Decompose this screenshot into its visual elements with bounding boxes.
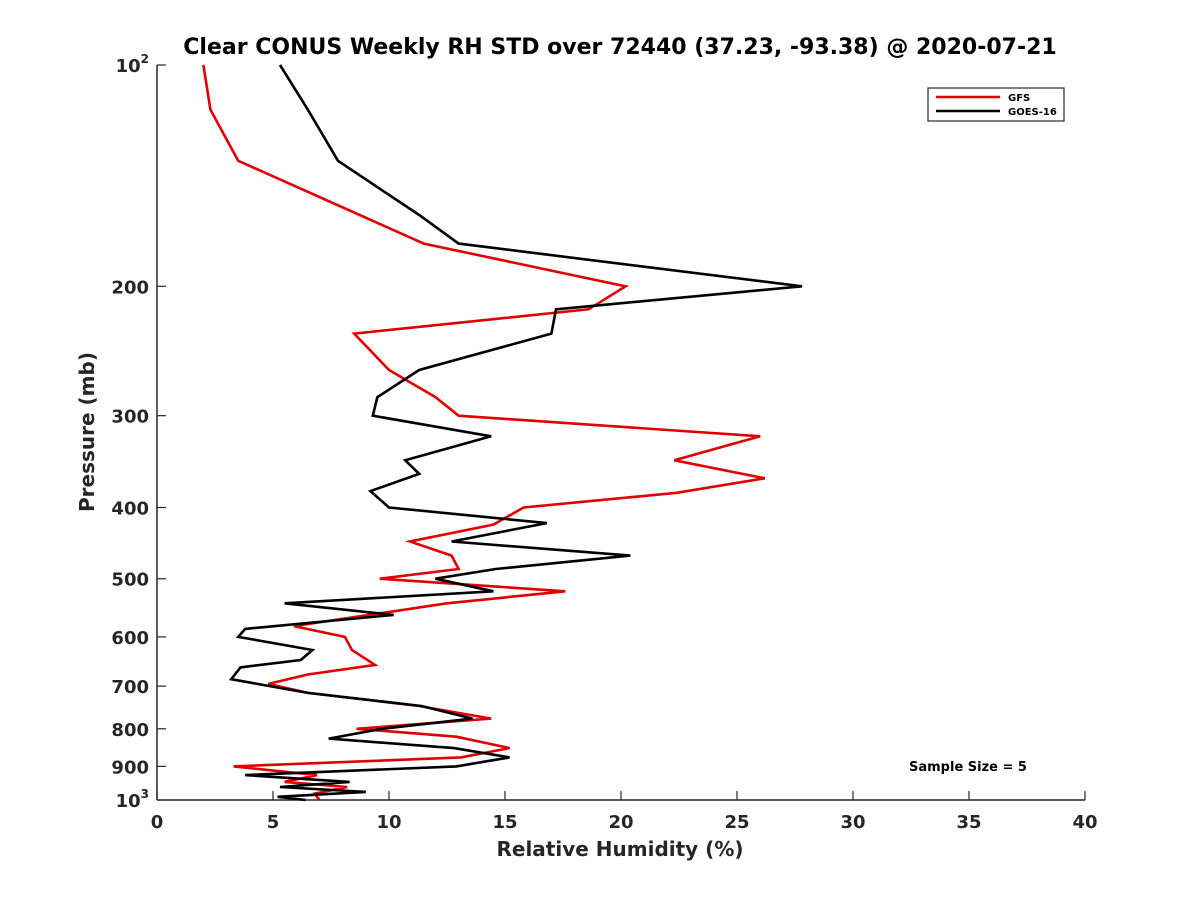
x-tick-label: 0 <box>151 812 164 833</box>
chart-title: Clear CONUS Weekly RH STD over 72440 (37… <box>183 35 1056 60</box>
y-tick-label: 103 <box>116 787 149 812</box>
x-tick-label: 15 <box>492 812 517 833</box>
legend-label: GOES-16 <box>1008 107 1057 118</box>
x-tick-label: 30 <box>840 812 865 833</box>
legend-box <box>927 87 1065 122</box>
series-line-gfs <box>202 64 766 801</box>
x-axis-label: Relative Humidity (%) <box>496 837 743 861</box>
y-tick-label: 500 <box>111 570 149 591</box>
y-axis-label: Pressure (mb) <box>75 352 99 512</box>
plot-area: 0 5 10 15 20 25 30 35 40 102 200 300 400 500 600 700 800… <box>111 52 1097 833</box>
y-tick-label: 800 <box>111 720 149 741</box>
y-tick-label: 200 <box>111 277 149 298</box>
y-tick-label: 300 <box>111 407 149 428</box>
y-tick-label: 700 <box>111 677 149 698</box>
series-line-goes-16 <box>228 64 803 802</box>
x-tick-label: 25 <box>724 812 749 833</box>
y-tick-label: 600 <box>111 628 149 649</box>
x-tick-label: 10 <box>376 812 401 833</box>
x-tick-label: 40 <box>1072 812 1097 833</box>
y-tick-label: 400 <box>111 499 149 520</box>
legend-label: GFS <box>1008 93 1030 104</box>
x-tick-label: 20 <box>608 812 633 833</box>
x-tick-label: 35 <box>956 812 981 833</box>
sample-size-annotation: Sample Size = 5 <box>909 760 1027 775</box>
y-tick-label: 102 <box>116 52 149 77</box>
legend: GFS GOES-16 <box>927 87 1065 122</box>
y-tick-label: 900 <box>111 757 149 778</box>
x-tick-label: 5 <box>267 812 280 833</box>
